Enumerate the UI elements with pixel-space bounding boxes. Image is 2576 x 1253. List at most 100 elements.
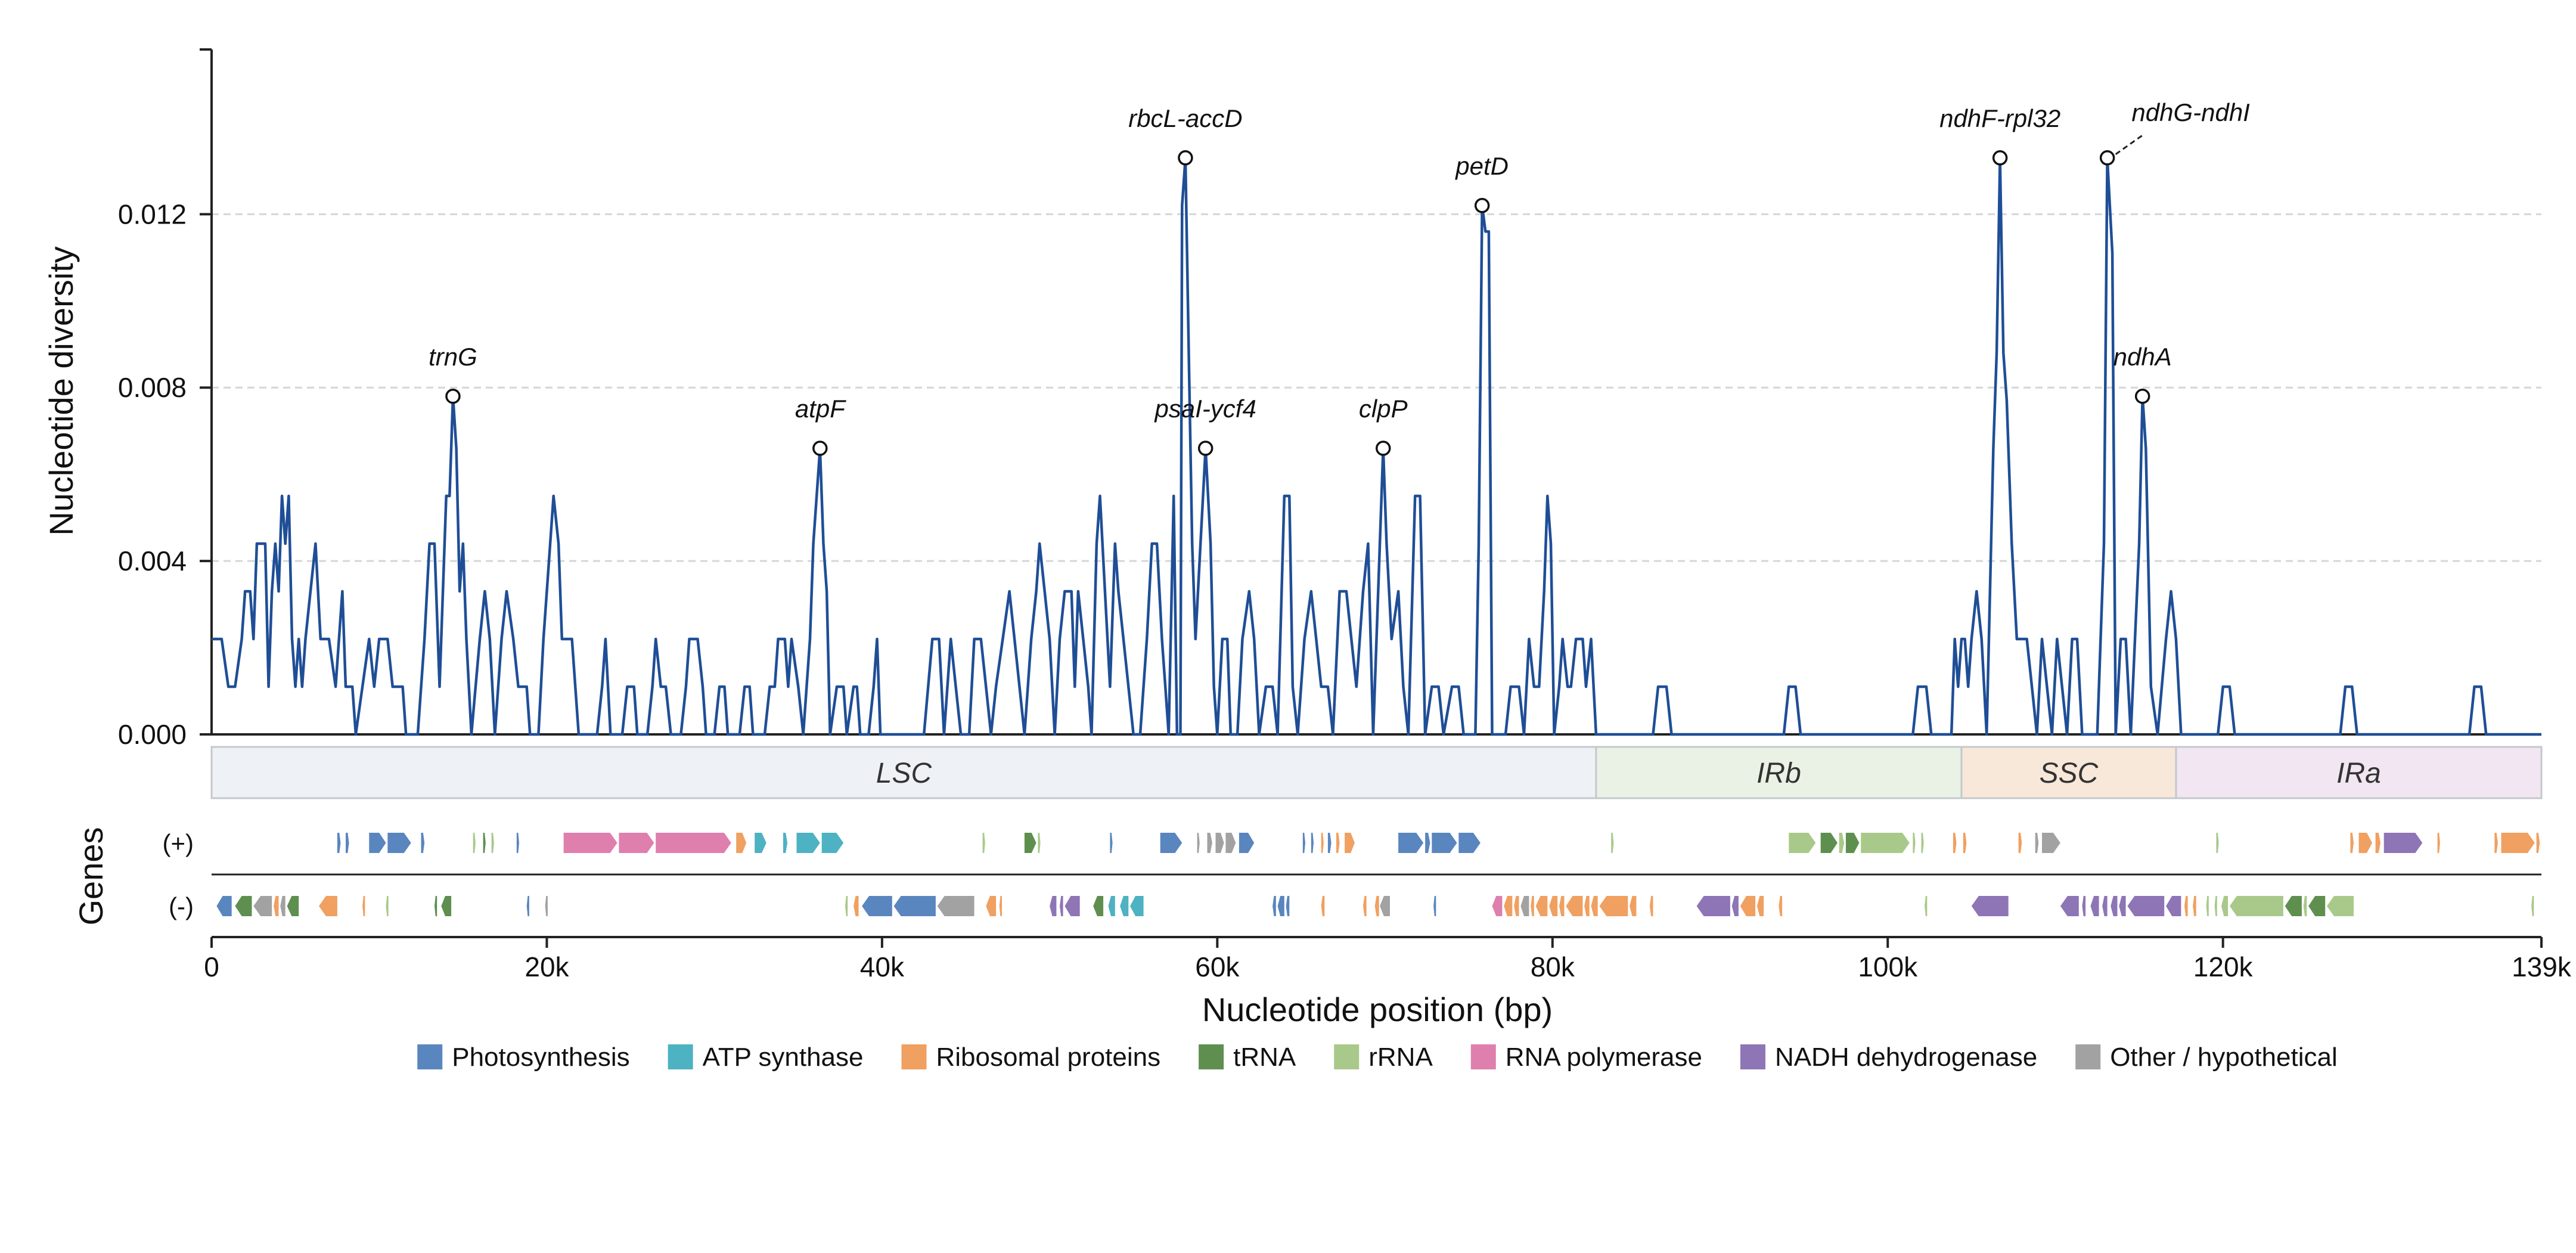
- peak-marker: [445, 389, 461, 404]
- gene-arrow: [2090, 896, 2099, 916]
- gene-arrow: [2327, 896, 2354, 916]
- gene-arrow: [821, 833, 844, 853]
- gene-arrow: [1160, 833, 1183, 853]
- region-label: IRb: [1756, 758, 1801, 789]
- gene-arrow: [1520, 896, 1529, 916]
- region-block: [1595, 746, 1963, 799]
- gene-arrow: [386, 896, 389, 916]
- gene-arrow: [2536, 833, 2540, 853]
- gene-arrow: [1839, 833, 1845, 853]
- x-tick-label: 0: [204, 951, 219, 982]
- gene-arrow: [1492, 896, 1503, 916]
- gene-arrow: [2437, 833, 2440, 853]
- peak-marker: [2134, 389, 2150, 404]
- gene-arrow: [280, 896, 285, 916]
- gene-arrow: [1630, 896, 1637, 916]
- legend-swatch: [1199, 1044, 1224, 1069]
- gene-arrow: [1108, 896, 1115, 916]
- gene-arrow: [1611, 833, 1614, 853]
- gene-arrow: [2127, 896, 2165, 916]
- gene-arrow: [1120, 896, 1129, 916]
- gene-arrow: [2350, 833, 2354, 853]
- gene-arrow: [1925, 896, 1928, 916]
- gene-arrow: [2111, 896, 2118, 916]
- gene-arrow: [1060, 896, 1063, 916]
- gene-arrow: [1215, 833, 1224, 853]
- legend-label: rRNA: [1368, 1043, 1433, 1072]
- gene-arrow: [441, 896, 452, 916]
- gene-arrow: [337, 833, 341, 853]
- peak-label: petD: [1454, 152, 1509, 180]
- gene-arrow: [755, 833, 766, 853]
- strand-label: (+): [163, 829, 194, 857]
- gene-arrow: [2358, 833, 2372, 853]
- legend-swatch: [1334, 1044, 1360, 1069]
- region-block: [2175, 746, 2543, 799]
- gene-arrow: [516, 833, 519, 853]
- gene-arrow: [491, 833, 494, 853]
- legend-label: tRNA: [1233, 1043, 1296, 1072]
- legend-swatch: [668, 1044, 693, 1069]
- x-tick-label: 139k: [2512, 951, 2572, 982]
- gene-arrow: [216, 896, 232, 916]
- peak-marker: [1375, 441, 1391, 456]
- gene-arrow: [387, 833, 411, 853]
- gene-arrow: [235, 896, 252, 916]
- y-tick-label: 0.008: [118, 372, 187, 403]
- peak-marker: [812, 441, 828, 456]
- legend-label: Other / hypothetical: [2110, 1043, 2338, 1072]
- gene-arrow: [2216, 833, 2219, 853]
- peak-marker: [1992, 150, 2008, 166]
- y-tick-label: 0.004: [118, 545, 187, 576]
- legend-label: Photosynthesis: [452, 1043, 629, 1072]
- gene-arrow: [1225, 833, 1236, 853]
- peak-annotations: trnG atpF rbcL-accD psaI-ycf4 clpP petD ndhF-r…: [429, 98, 2250, 456]
- gene-arrow: [1374, 896, 1379, 916]
- gene-arrow: [999, 896, 1002, 916]
- gene-arrow: [1535, 896, 1548, 916]
- gene-arrow: [1531, 896, 1534, 916]
- gene-arrow: [2042, 833, 2060, 853]
- gene-arrow: [1756, 896, 1764, 916]
- gene-arrow: [1321, 896, 1325, 916]
- gene-arrow: [2206, 896, 2209, 916]
- gene-arrow: [1380, 896, 1390, 916]
- gene-arrow: [1110, 833, 1113, 853]
- gene-arrow: [1207, 833, 1212, 853]
- gene-arrow: [845, 896, 848, 916]
- gene-arrow: [1024, 833, 1036, 853]
- gene-arrow: [1038, 833, 1041, 853]
- gene-arrow: [1398, 833, 1424, 853]
- gene-arrow: [2375, 833, 2381, 853]
- gene-arrow: [2285, 896, 2302, 916]
- legend-swatch: [2075, 1044, 2101, 1069]
- gene-arrow: [2221, 896, 2229, 916]
- gene-arrow: [2035, 833, 2039, 853]
- x-tick-label: 20k: [524, 951, 569, 982]
- gene-arrow: [1740, 896, 1756, 916]
- peak-leader-line: [2115, 133, 2145, 156]
- gene-arrow: [1050, 896, 1057, 916]
- region-block: [1960, 746, 2177, 799]
- gene-arrow: [854, 896, 859, 916]
- peak-marker: [1474, 198, 1490, 213]
- x-axis-title: Nucleotide position (bp): [1202, 991, 1553, 1028]
- diversity-line: [212, 156, 2541, 736]
- gene-arrow: [1327, 833, 1332, 853]
- gene-arrow: [982, 833, 985, 853]
- gene-arrow: [1696, 896, 1730, 916]
- gene-arrow: [1549, 896, 1558, 916]
- gene-arrow: [1731, 896, 1739, 916]
- gene-arrow: [1432, 833, 1457, 853]
- gene-arrow: [986, 896, 997, 916]
- gene-arrow: [1197, 833, 1200, 853]
- gene-arrow: [736, 833, 747, 853]
- gene-arrow: [2193, 896, 2196, 916]
- gene-arrow: [274, 896, 279, 916]
- legend-swatch: [1470, 1044, 1496, 1069]
- peak-label: ndhF-rpl32: [1939, 104, 2060, 132]
- gene-arrow: [346, 833, 349, 853]
- legend-label: NADH dehydrogenase: [1775, 1043, 2037, 1072]
- gene-arrow: [1649, 896, 1653, 916]
- diversity-line-path: [212, 156, 2541, 736]
